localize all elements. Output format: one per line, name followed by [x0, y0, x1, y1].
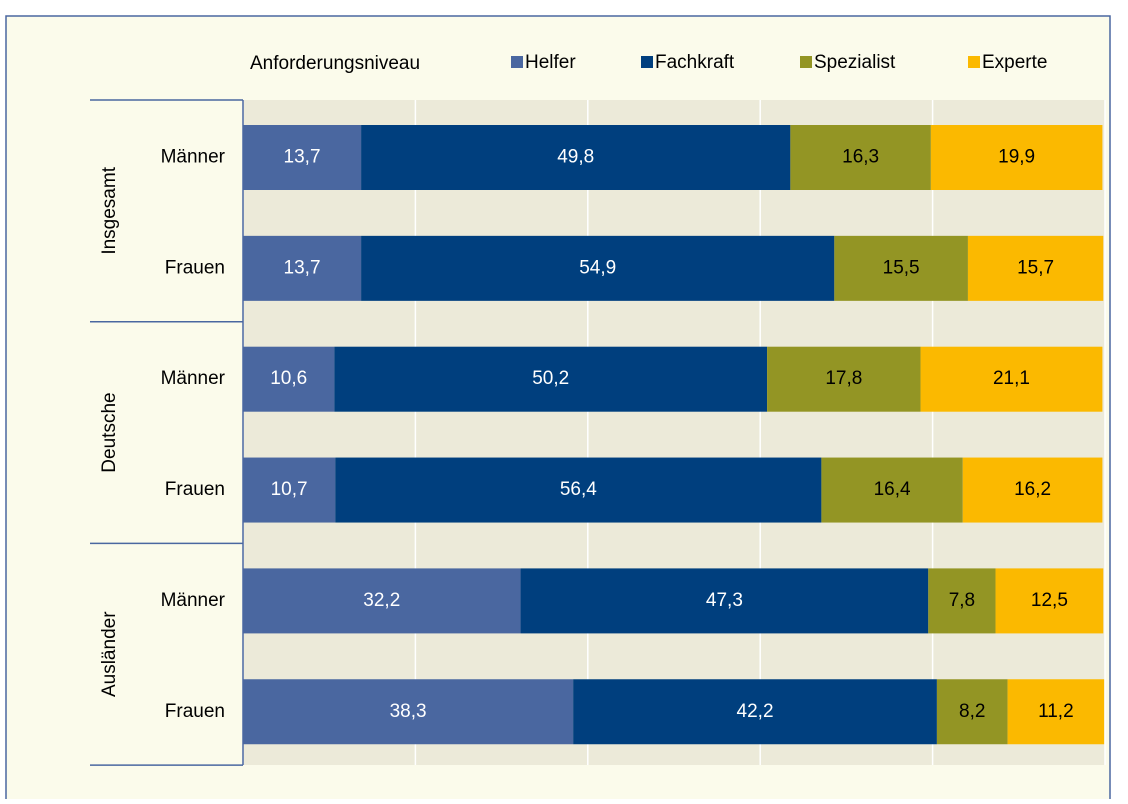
bar-segment: [1007, 679, 1105, 745]
bar-segment: [520, 568, 929, 634]
data-label: 16,3: [842, 147, 879, 168]
data-label: 13,7: [284, 257, 321, 278]
data-label: 49,8: [557, 147, 594, 168]
data-label: 11,2: [1038, 701, 1074, 722]
bar-segment: [962, 457, 1103, 523]
data-label: 38,3: [390, 701, 427, 722]
data-label: 16,4: [874, 479, 911, 500]
data-label: 32,2: [363, 590, 400, 611]
data-label: 12,5: [1031, 590, 1068, 611]
bar-segment: [930, 125, 1103, 190]
group-label: Insgesamt: [99, 166, 120, 254]
y-tick-label: Männer: [161, 590, 226, 611]
data-label: 56,4: [560, 479, 597, 500]
bar-segment: [767, 346, 921, 412]
legend-label: Spezialist: [814, 52, 896, 73]
bar-segment: [243, 346, 335, 412]
data-label: 50,2: [532, 368, 569, 389]
data-label: 16,2: [1014, 479, 1051, 500]
bar-segment: [243, 568, 521, 634]
legend-swatch: [968, 56, 980, 68]
y-tick-label: Frauen: [165, 479, 225, 500]
y-tick-label: Frauen: [165, 257, 225, 278]
legend-title: Anforderungsniveau: [250, 53, 420, 74]
data-label: 8,2: [959, 701, 985, 722]
data-label: 54,9: [579, 257, 616, 278]
bar-segment: [790, 125, 931, 190]
bar-segment: [928, 568, 996, 634]
legend-label: Helfer: [525, 52, 576, 73]
data-label: 10,7: [271, 479, 308, 500]
bar-segment: [243, 679, 574, 745]
data-label: 19,9: [998, 147, 1035, 168]
bar-segment: [834, 235, 968, 301]
bar-segment: [334, 346, 768, 412]
bar-segment: [995, 568, 1104, 634]
data-label: 15,7: [1017, 257, 1054, 278]
bar-segment: [967, 235, 1104, 301]
data-label: 10,6: [270, 368, 307, 389]
legend-label: Fachkraft: [655, 52, 735, 73]
y-tick-label: Männer: [161, 368, 226, 389]
data-label: 7,8: [949, 590, 975, 611]
bar-segment: [821, 457, 963, 523]
bar-segment: [920, 346, 1103, 412]
bar-segment: [335, 457, 822, 523]
plot-area: [243, 100, 1105, 765]
y-tick-label: Frauen: [165, 701, 225, 722]
legend-label: Experte: [982, 52, 1047, 73]
legend-swatch: [800, 56, 812, 68]
legend-swatch: [641, 56, 653, 68]
bar-segment: [361, 125, 791, 190]
legend-swatch: [511, 56, 523, 68]
data-label: 21,1: [993, 368, 1030, 389]
bar-segment: [243, 125, 362, 190]
data-label: 15,5: [883, 257, 920, 278]
data-label: 13,7: [284, 147, 321, 168]
bar-segment: [573, 679, 937, 745]
bar-segment: [243, 457, 336, 523]
y-tick-label: Männer: [161, 147, 226, 168]
group-label: Deutsche: [99, 392, 120, 472]
data-label: 17,8: [825, 368, 862, 389]
group-label: Ausländer: [99, 611, 120, 697]
data-label: 42,2: [737, 701, 774, 722]
bar-segment: [361, 235, 835, 301]
bar-segment: [243, 235, 362, 301]
data-label: 47,3: [706, 590, 743, 611]
bar-segment: [936, 679, 1008, 745]
